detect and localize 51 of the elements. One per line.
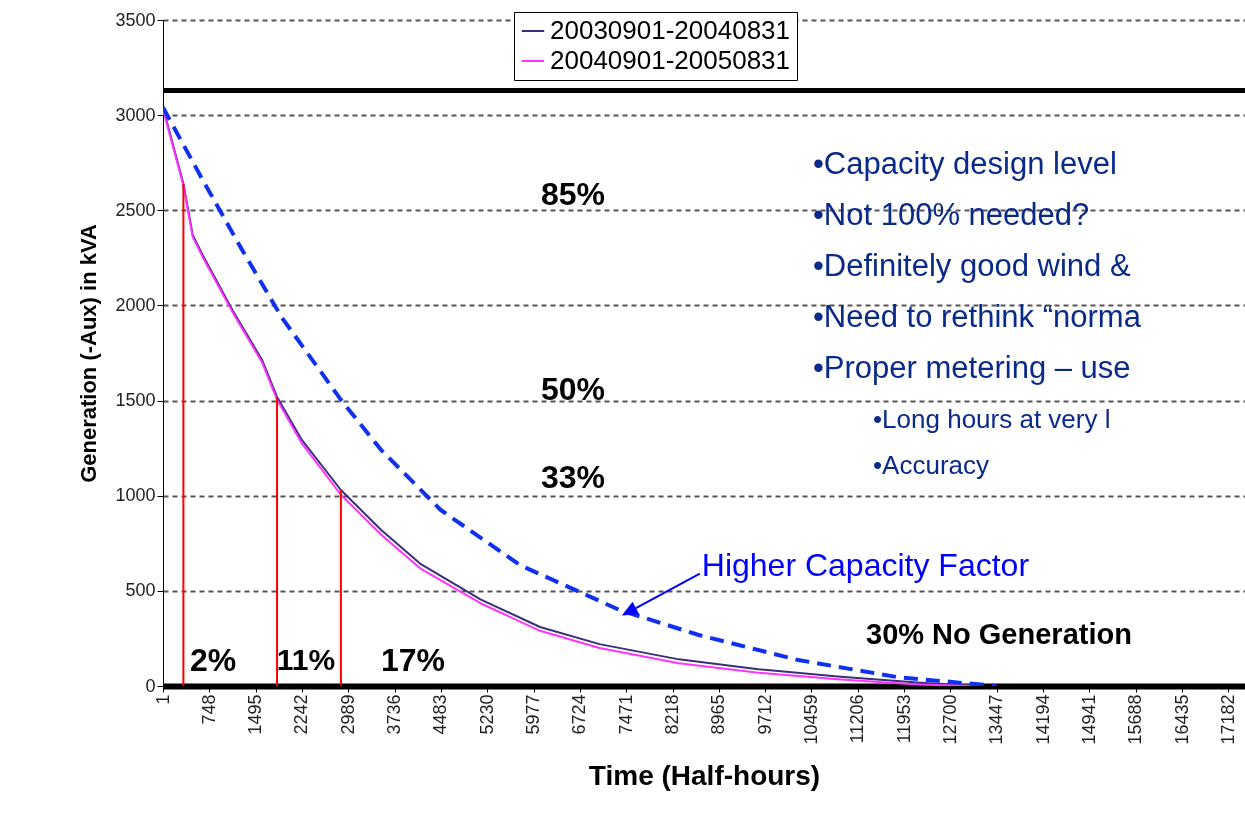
y-tick-label: 0: [145, 675, 156, 696]
x-tick-label: 10459: [800, 694, 821, 745]
annotation: 85%: [540, 176, 606, 212]
annotation: •Capacity design level: [813, 146, 1117, 181]
annotation: 2%: [189, 642, 237, 678]
legend-label: 20040901-20050831: [550, 45, 791, 75]
x-tick-label: 17182: [1217, 694, 1238, 745]
annotation: Higher Capacity Factor: [701, 546, 1030, 583]
x-tick-label: 2989: [337, 694, 358, 735]
legend-label: 20030901-20040831: [550, 15, 791, 45]
y-tick-label: 1000: [115, 485, 156, 506]
annotation: •Definitely good wind &: [813, 248, 1131, 283]
x-tick-label: 14194: [1032, 694, 1053, 745]
x-tick-label: 11953: [893, 694, 914, 744]
y-tick-label: 1500: [115, 390, 156, 411]
annotation: 11%: [276, 643, 336, 676]
x-tick-label: 3736: [384, 694, 405, 735]
annotation: 33%: [540, 459, 606, 495]
x-tick-label: 8965: [708, 694, 729, 735]
x-tick-label: 8218: [662, 694, 683, 735]
x-tick-label: 9712: [754, 694, 775, 735]
x-tick-label: 5230: [476, 694, 497, 735]
y-tick-label: 3500: [115, 9, 156, 30]
y-tick-label: 3000: [115, 104, 156, 125]
y-axis-title: Generation (-Aux) in kVA: [76, 224, 102, 483]
y-tick-label: 2000: [115, 294, 156, 315]
x-tick-label: 11206: [847, 694, 868, 744]
x-tick-label: 15688: [1125, 694, 1146, 745]
x-tick-label: 748: [198, 694, 219, 725]
annotation: 50%: [540, 371, 606, 407]
y-tick-label: 500: [125, 580, 156, 601]
x-tick-label: 14941: [1078, 694, 1099, 745]
x-tick-label: 16435: [1171, 694, 1192, 745]
x-tick-label: 7471: [615, 694, 636, 735]
x-axis-title: Time (Half-hours): [588, 759, 821, 791]
x-tick-label: 1495: [245, 694, 266, 735]
x-tick-label: 4483: [430, 694, 451, 735]
x-tick-label: 13447: [986, 694, 1007, 745]
annotation: •Accuracy: [873, 450, 990, 480]
x-tick-label: 12700: [939, 694, 960, 745]
annotation: •Long hours at very l: [873, 404, 1111, 434]
y-tick-label: 2500: [115, 199, 156, 220]
x-tick-label: 1: [152, 694, 173, 705]
annotation: •Need to rethink “norma: [813, 299, 1142, 334]
annotation: 30% No Generation: [866, 618, 1132, 650]
x-tick-label: 5977: [523, 694, 544, 735]
annotation: •Not 100% needed?: [813, 197, 1090, 232]
x-tick-label: 2242: [291, 694, 312, 735]
annotation: •Proper metering – use: [813, 350, 1131, 385]
x-tick-label: 6724: [569, 694, 590, 735]
annotation: 17%: [380, 642, 446, 678]
